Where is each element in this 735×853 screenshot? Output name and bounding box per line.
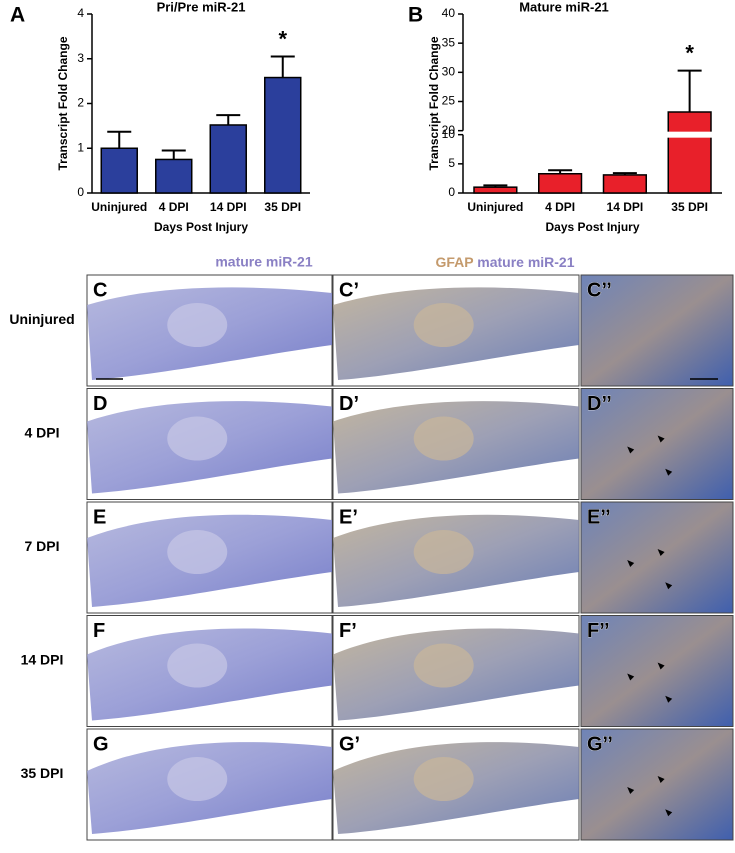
y-tick-label: 5 <box>448 156 455 170</box>
lesion-area <box>413 530 474 574</box>
row-label: 35 DPI <box>21 765 64 781</box>
x-tick-label: 4 DPI <box>159 200 189 214</box>
y-tick-label: 0 <box>77 185 84 199</box>
panel-label: A <box>10 4 25 27</box>
panel-label: B <box>408 4 423 27</box>
y-tick-label: 3 <box>77 51 84 65</box>
axis-break <box>667 131 712 138</box>
significance-mark: * <box>278 26 287 51</box>
panel-label: F’ <box>339 620 357 642</box>
x-tick-label: 14 DPI <box>607 200 644 214</box>
micrograph-frame <box>580 388 734 500</box>
y-tick-label: 20 <box>442 123 456 137</box>
arrowhead <box>665 809 673 817</box>
y-tick-label: 40 <box>442 6 456 20</box>
x-tick-label: Uninjured <box>91 200 147 214</box>
panel-label: G <box>93 733 109 755</box>
x-axis-title: Days Post Injury <box>154 220 248 234</box>
y-axis-title: Transcript Fold Change <box>56 36 70 170</box>
chart-title: Pri/Pre miR-21 <box>157 0 246 14</box>
row-label: 14 DPI <box>21 652 64 668</box>
arrowhead <box>665 695 673 703</box>
panel-label: C’ <box>339 279 359 301</box>
column-header: mature miR-21 <box>215 254 312 270</box>
x-tick-label: 35 DPI <box>264 200 301 214</box>
panel-label: G’’ <box>587 733 613 755</box>
arrowhead <box>657 662 665 670</box>
x-tick-label: 4 DPI <box>545 200 575 214</box>
bar <box>473 186 518 194</box>
y-tick-label: 25 <box>442 94 456 108</box>
y-tick-label: 10 <box>442 127 456 141</box>
probe-name: mature miR-21 <box>477 254 574 270</box>
bar <box>155 158 193 194</box>
bar <box>100 147 138 194</box>
bar <box>264 76 302 194</box>
y-axis-title: Transcript Fold Change <box>427 36 441 170</box>
lesion-area <box>413 757 474 801</box>
panel-label: E’ <box>339 506 358 528</box>
lesion-area <box>167 757 228 801</box>
row-label: 4 DPI <box>24 425 59 441</box>
micrograph-frame <box>580 501 734 614</box>
arrowhead <box>627 787 635 795</box>
arrowhead <box>657 775 665 783</box>
micrograph-frame <box>580 615 734 727</box>
panel-label: C’’ <box>587 279 612 301</box>
panel-label: G’ <box>339 733 360 755</box>
y-tick-label: 35 <box>442 35 456 49</box>
panel-label: D’ <box>339 393 359 415</box>
y-tick-label: 2 <box>77 96 84 110</box>
arrowhead <box>657 435 665 443</box>
arrowhead <box>657 548 665 556</box>
bar <box>667 111 712 194</box>
panel-label: D’’ <box>587 393 612 415</box>
panel-label: C <box>93 279 107 301</box>
arrowhead <box>665 468 673 476</box>
chart-title: Mature miR-21 <box>519 0 609 14</box>
bar <box>538 173 583 194</box>
y-tick-label: 30 <box>442 65 456 79</box>
bar <box>602 174 647 194</box>
y-tick-label: 4 <box>77 6 84 20</box>
micrograph-frame <box>580 274 734 387</box>
lesion-area <box>413 303 474 347</box>
lesion-area <box>167 303 228 347</box>
y-tick-label: 1 <box>77 140 84 154</box>
y-tick-label: 0 <box>448 185 455 199</box>
x-tick-label: 14 DPI <box>210 200 247 214</box>
lesion-area <box>167 416 228 461</box>
micrograph-frame <box>580 728 734 841</box>
x-tick-label: 35 DPI <box>671 200 708 214</box>
row-label: Uninjured <box>9 311 74 327</box>
arrowhead <box>665 582 673 590</box>
arrowhead <box>627 560 635 568</box>
x-axis-title: Days Post Injury <box>545 220 639 234</box>
panel-label: F <box>93 620 105 642</box>
arrowhead <box>627 446 635 454</box>
lesion-area <box>167 530 228 574</box>
panel-label: F’’ <box>587 620 610 642</box>
panel-label: D <box>93 393 107 415</box>
lesion-area <box>167 643 228 688</box>
lesion-area <box>413 416 474 461</box>
arrowhead <box>627 673 635 681</box>
panel-label: E’’ <box>587 506 611 528</box>
significance-mark: * <box>685 40 694 65</box>
row-label: 7 DPI <box>24 538 59 554</box>
column-header: GFAP mature miR-21 <box>435 254 574 270</box>
panel-label: E <box>93 506 106 528</box>
lesion-area <box>413 643 474 688</box>
stain-name: GFAP <box>435 254 473 270</box>
bar <box>209 124 247 194</box>
x-tick-label: Uninjured <box>467 200 523 214</box>
